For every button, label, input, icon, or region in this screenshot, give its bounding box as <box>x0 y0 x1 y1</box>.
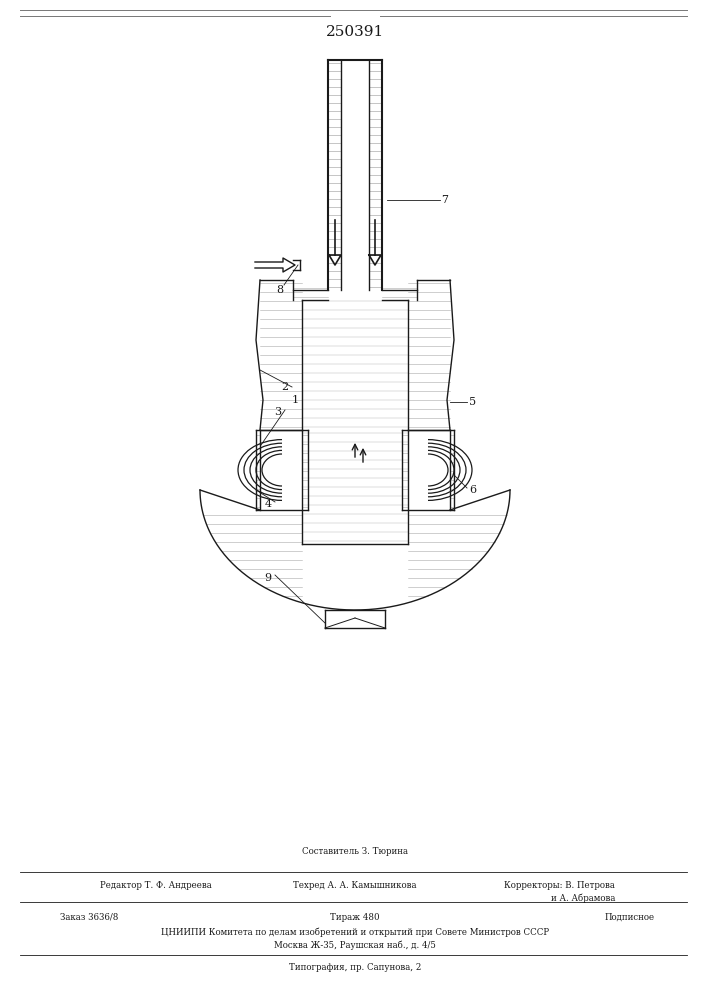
Text: Тираж 480: Тираж 480 <box>330 912 380 922</box>
Text: Редактор Т. Ф. Андреева: Редактор Т. Ф. Андреева <box>100 880 212 890</box>
Text: 5: 5 <box>469 397 477 407</box>
Text: Москва Ж-35, Раушская наб., д. 4/5: Москва Ж-35, Раушская наб., д. 4/5 <box>274 940 436 950</box>
Text: 4: 4 <box>264 499 271 509</box>
Text: Составитель З. Тюрина: Составитель З. Тюрина <box>302 848 408 856</box>
Text: 7: 7 <box>441 195 448 205</box>
Text: Заказ 3636/8: Заказ 3636/8 <box>60 912 118 922</box>
Text: Типография, пр. Сапунова, 2: Типография, пр. Сапунова, 2 <box>289 964 421 972</box>
Text: 1: 1 <box>291 395 298 405</box>
Text: Техред А. А. Камышникова: Техред А. А. Камышникова <box>293 880 416 890</box>
Text: 250391: 250391 <box>326 25 384 39</box>
Text: и А. Абрамова: и А. Абрамова <box>551 893 615 903</box>
Text: 2: 2 <box>281 382 288 392</box>
Text: 8: 8 <box>276 285 284 295</box>
Text: Корректоры: В. Петрова: Корректоры: В. Петрова <box>504 880 615 890</box>
Text: ЦНИИПИ Комитета по делам изобретений и открытий при Совете Министров СССР: ЦНИИПИ Комитета по делам изобретений и о… <box>161 927 549 937</box>
Text: Подписное: Подписное <box>605 912 655 922</box>
Text: 6: 6 <box>469 485 477 495</box>
Text: 9: 9 <box>264 573 271 583</box>
Text: 3: 3 <box>274 407 281 417</box>
